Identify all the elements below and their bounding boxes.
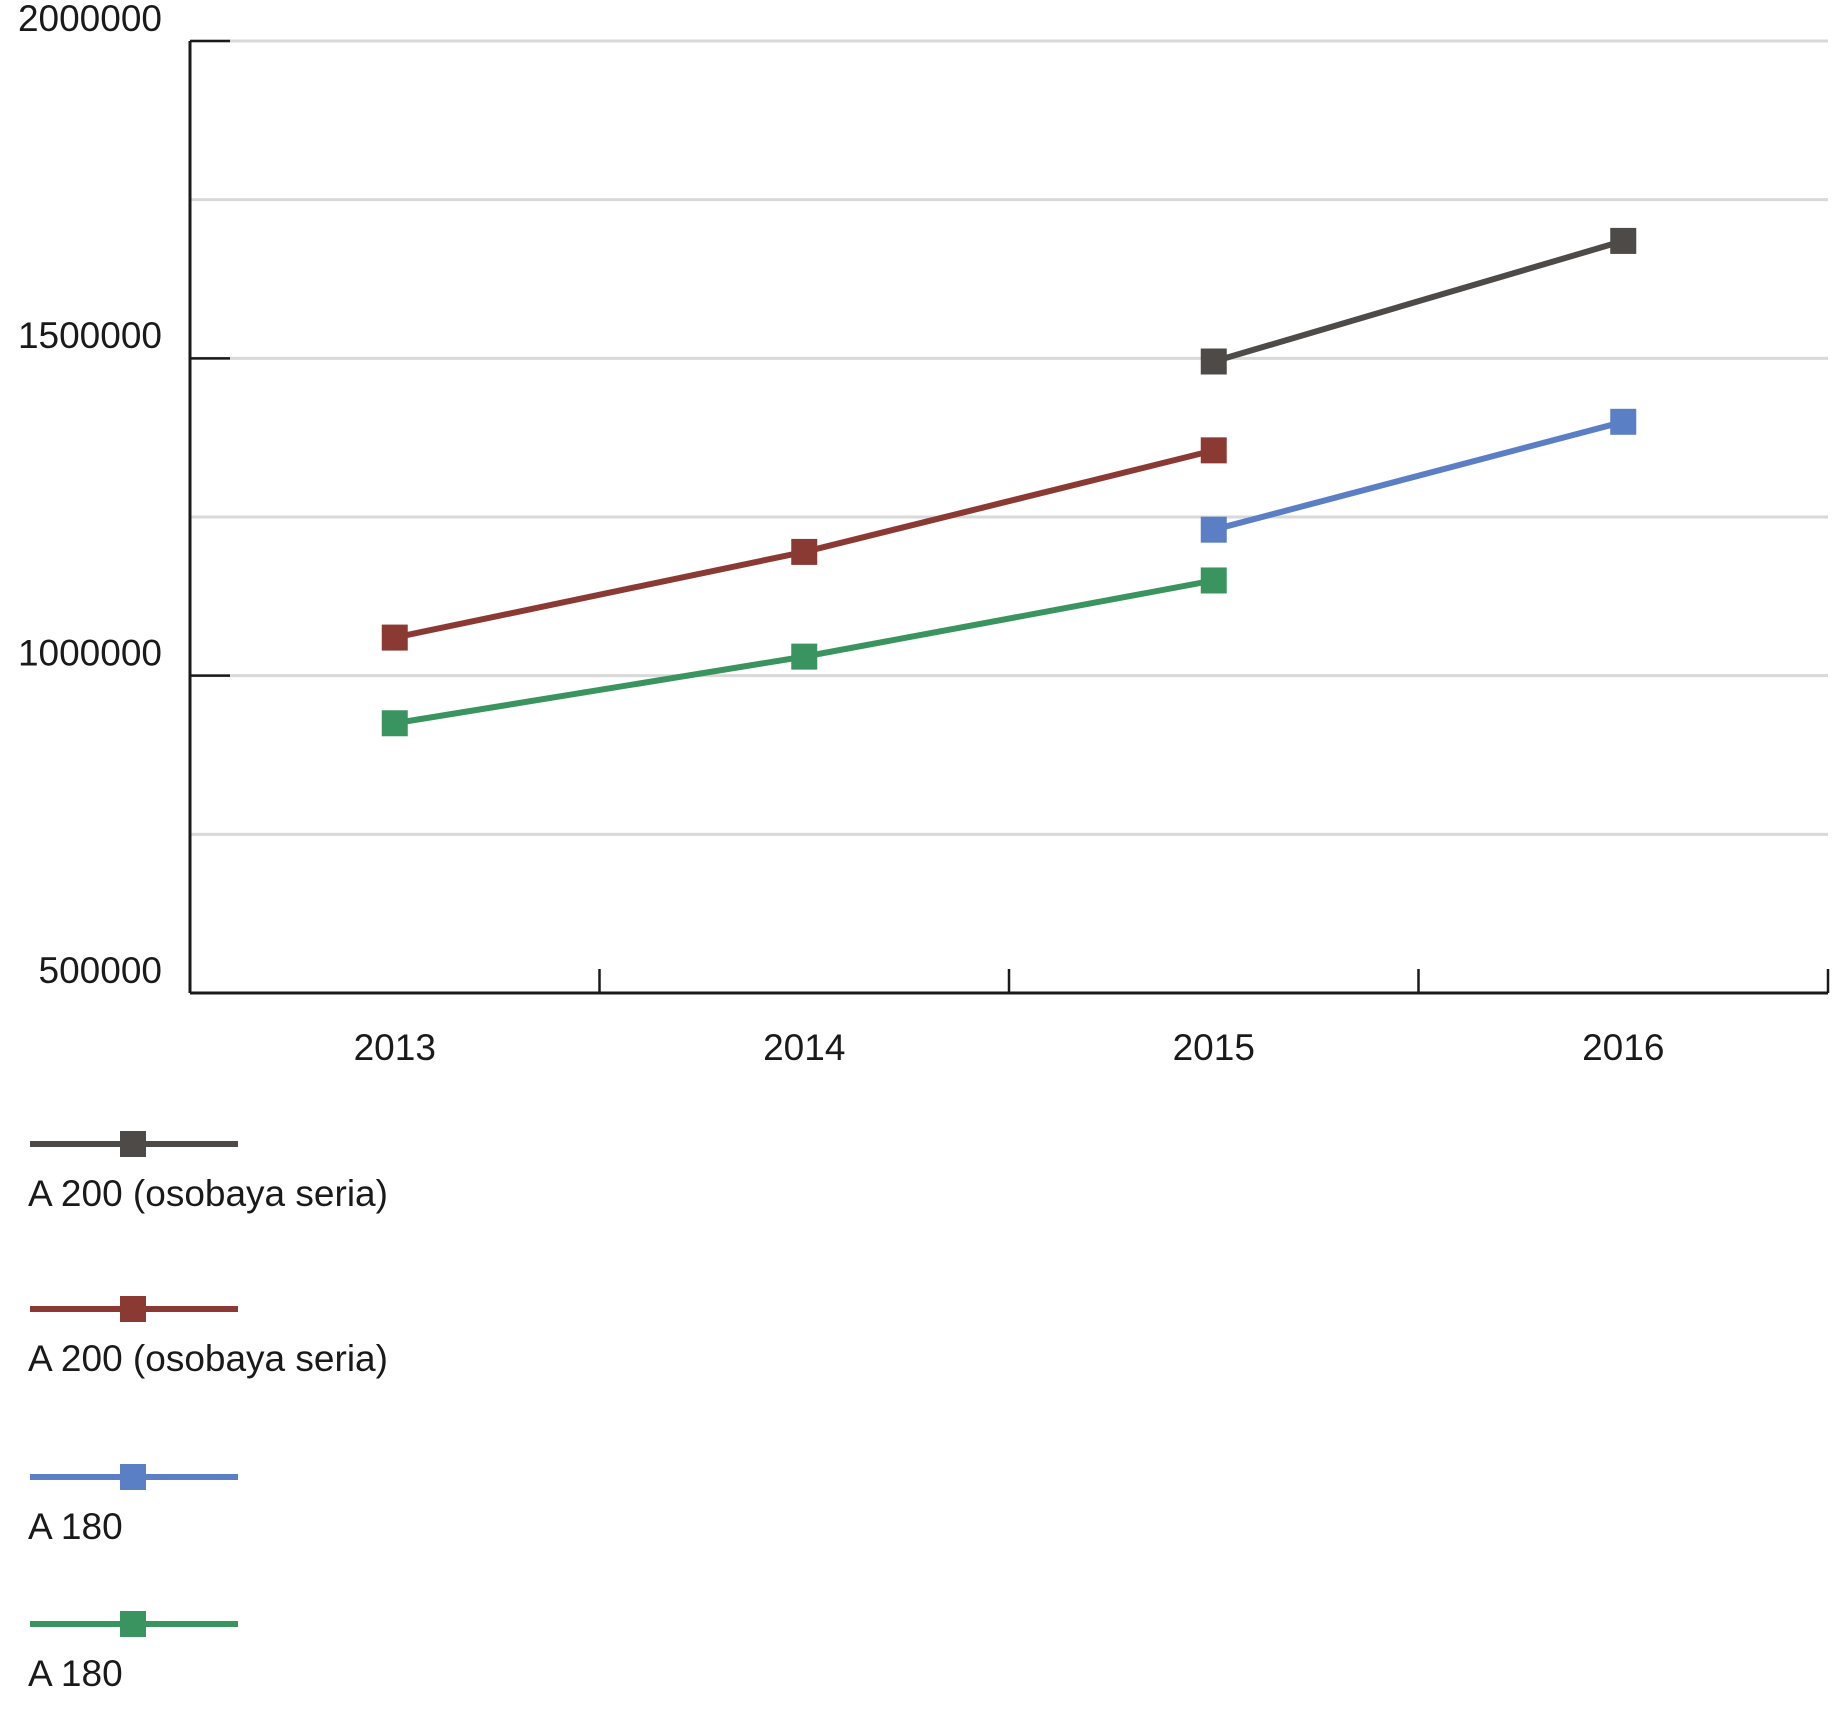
marker xyxy=(381,710,408,737)
x-tick-label: 2013 xyxy=(354,1027,436,1068)
legend-marker xyxy=(120,1611,146,1637)
marker xyxy=(791,643,818,670)
x-tick-label: 2014 xyxy=(763,1027,845,1068)
marker xyxy=(1200,437,1227,464)
y-tick-label: 2000000 xyxy=(18,0,162,39)
legend-label: A 200 (osobaya seria) xyxy=(28,1338,388,1379)
y-tick-label: 500000 xyxy=(39,950,162,991)
series-line xyxy=(1212,238,1625,365)
marker xyxy=(1200,348,1227,375)
marker xyxy=(381,624,408,651)
y-tick-label: 1500000 xyxy=(18,315,162,356)
marker xyxy=(1610,227,1637,254)
marker xyxy=(1610,408,1637,435)
x-tick-label: 2016 xyxy=(1582,1027,1664,1068)
legend-label: A 180 xyxy=(28,1506,123,1547)
marker xyxy=(1200,567,1227,594)
series-line xyxy=(1212,418,1625,533)
legend-marker xyxy=(120,1464,146,1490)
legend-marker xyxy=(120,1296,146,1322)
marker xyxy=(791,538,818,565)
legend-marker xyxy=(120,1131,146,1157)
marker xyxy=(1200,516,1227,543)
y-tick-label: 1000000 xyxy=(18,632,162,673)
x-tick-label: 2015 xyxy=(1173,1027,1255,1068)
legend-label: A 180 xyxy=(28,1653,123,1694)
legend-label: A 200 (osobaya seria) xyxy=(28,1173,388,1214)
